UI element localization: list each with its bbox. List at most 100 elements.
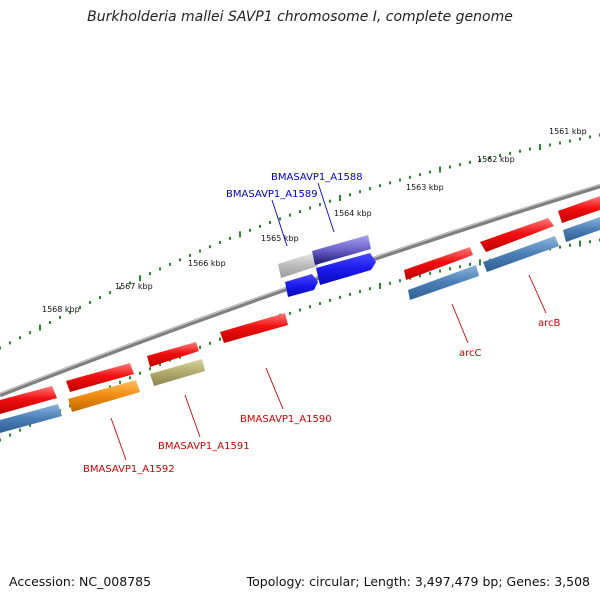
outer-scale-tick [169, 262, 171, 266]
outer-scale-tick [369, 187, 371, 191]
gene-label-a1588[interactable]: BMASAVP1_A1588 [271, 172, 363, 183]
gene-red-1[interactable] [558, 196, 600, 223]
outer-scale-tick [139, 275, 141, 282]
outer-scale-tick [19, 336, 21, 340]
outer-scale-tick [329, 199, 331, 203]
outer-scale-tick [569, 139, 571, 143]
inner-scale-tick [589, 240, 591, 244]
outer-scale-tick [149, 272, 151, 276]
outer-scale-tick [389, 181, 391, 185]
outer-scale-tick [279, 217, 281, 221]
gene-red-a1590[interactable] [220, 313, 288, 343]
inner-scale-tick [449, 267, 451, 271]
inner-scale-tick [69, 404, 71, 408]
kbp-label-1563: 1563 kbp [406, 183, 444, 192]
outer-scale-tick [509, 151, 511, 155]
outer-scale-tick [269, 221, 271, 225]
outer-scale-tick [299, 210, 301, 213]
outer-scale-tick [359, 190, 361, 194]
inner-scale-tick [429, 271, 431, 275]
inner-scale-tick [389, 281, 391, 285]
gene-purple-a1588[interactable] [312, 235, 371, 265]
inner-scale-tick [319, 301, 321, 305]
inner-scale-tick [329, 298, 331, 302]
outer-scale-tick [469, 160, 471, 164]
outer-scale-ticks [0, 133, 600, 350]
accession-text: Accession: NC_008785 [9, 574, 152, 589]
outer-scale-tick [489, 156, 491, 160]
gene-label-arcC[interactable]: arcC [459, 348, 482, 359]
kbp-label-1566: 1566 kbp [188, 259, 226, 268]
gene-steel-arcC[interactable] [408, 265, 479, 300]
outer-scale-tick [449, 165, 451, 169]
inner-scale-tick [579, 240, 581, 247]
inner-scale-tick [9, 433, 11, 437]
inner-scale-tick [569, 243, 571, 247]
outer-scale-tick [89, 300, 91, 304]
inner-scale-tick [0, 438, 1, 442]
outer-scale-tick [349, 193, 351, 197]
inner-scale-tick [439, 269, 441, 273]
gene-blue-a1589[interactable] [285, 274, 318, 297]
outer-scale-tick [239, 231, 241, 238]
inner-scale-tick [309, 305, 311, 309]
gene-red-left-edge[interactable] [0, 386, 57, 414]
gene-label-a1592[interactable]: BMASAVP1_A1592 [83, 464, 175, 475]
gene-red-a1591-top[interactable] [147, 342, 199, 367]
outer-scale-tick [199, 249, 201, 253]
outer-scale-tick [459, 163, 461, 167]
outer-scale-tick [59, 315, 61, 319]
outer-scale-tick [549, 143, 551, 147]
gene-olive-a1591[interactable] [150, 359, 205, 386]
gene-gray-a1589[interactable] [278, 252, 318, 278]
leader-a1588 [317, 182, 335, 233]
outer-scale-tick [539, 144, 541, 151]
outer-scale-tick [219, 240, 221, 244]
outer-scale-tick [109, 291, 111, 295]
outer-scale-tick [259, 224, 261, 228]
inner-scale-tick [559, 245, 561, 249]
gene-steel-left-edge[interactable] [0, 404, 62, 433]
inner-scale-tick [379, 282, 381, 289]
outer-scale-tick [69, 310, 71, 314]
outer-scale-tick [319, 203, 321, 207]
outer-scale-tick [519, 149, 521, 153]
outer-scale-tick [209, 245, 211, 249]
inner-scale-tick [289, 311, 291, 315]
inner-scale-tick [479, 259, 481, 266]
outer-scale-tick [339, 194, 341, 201]
gene-orange-a1592[interactable] [68, 380, 140, 412]
outer-scale-tick [589, 135, 591, 139]
gene-steel-1[interactable] [563, 217, 600, 242]
outer-scale-tick [439, 166, 441, 173]
gene-label-a1590[interactable]: BMASAVP1_A1590 [240, 414, 332, 425]
gene-red-2[interactable] [480, 218, 554, 252]
outer-scale-tick [39, 324, 41, 331]
outer-scale-tick [189, 253, 191, 257]
inner-scale-tick [139, 371, 141, 375]
gene-red-arcC-row[interactable] [404, 247, 473, 280]
gene-blue-a1588[interactable] [316, 253, 376, 285]
leader-a1590 [265, 367, 284, 410]
outer-scale-tick [49, 320, 51, 324]
kbp-label-1568: 1568 kbp [42, 305, 80, 314]
outer-scale-tick [529, 147, 531, 151]
gene-label-arcB[interactable]: arcB [538, 318, 561, 329]
outer-scale-tick [409, 175, 411, 179]
kbp-label-1565: 1565 kbp [261, 234, 299, 243]
outer-scale-tick [499, 154, 501, 157]
outer-scale-tick [229, 236, 231, 240]
gene-steel-arcB[interactable] [483, 236, 559, 272]
inner-scale-tick [159, 362, 161, 366]
kbp-label-1567: 1567 kbp [115, 282, 153, 291]
gene-label-a1591[interactable]: BMASAVP1_A1591 [158, 441, 250, 452]
gene-red-a1592-top[interactable] [66, 363, 134, 392]
inner-scale-tick [199, 345, 201, 349]
leader-a1589 [271, 199, 288, 247]
gene-label-a1589[interactable]: BMASAVP1_A1589 [226, 189, 318, 200]
inner-scale-tick [299, 308, 301, 312]
kbp-label-1564: 1564 kbp [334, 209, 372, 218]
leader-a1591 [184, 394, 201, 438]
outer-scale-tick [289, 213, 291, 217]
outer-scale-tick [579, 137, 581, 141]
